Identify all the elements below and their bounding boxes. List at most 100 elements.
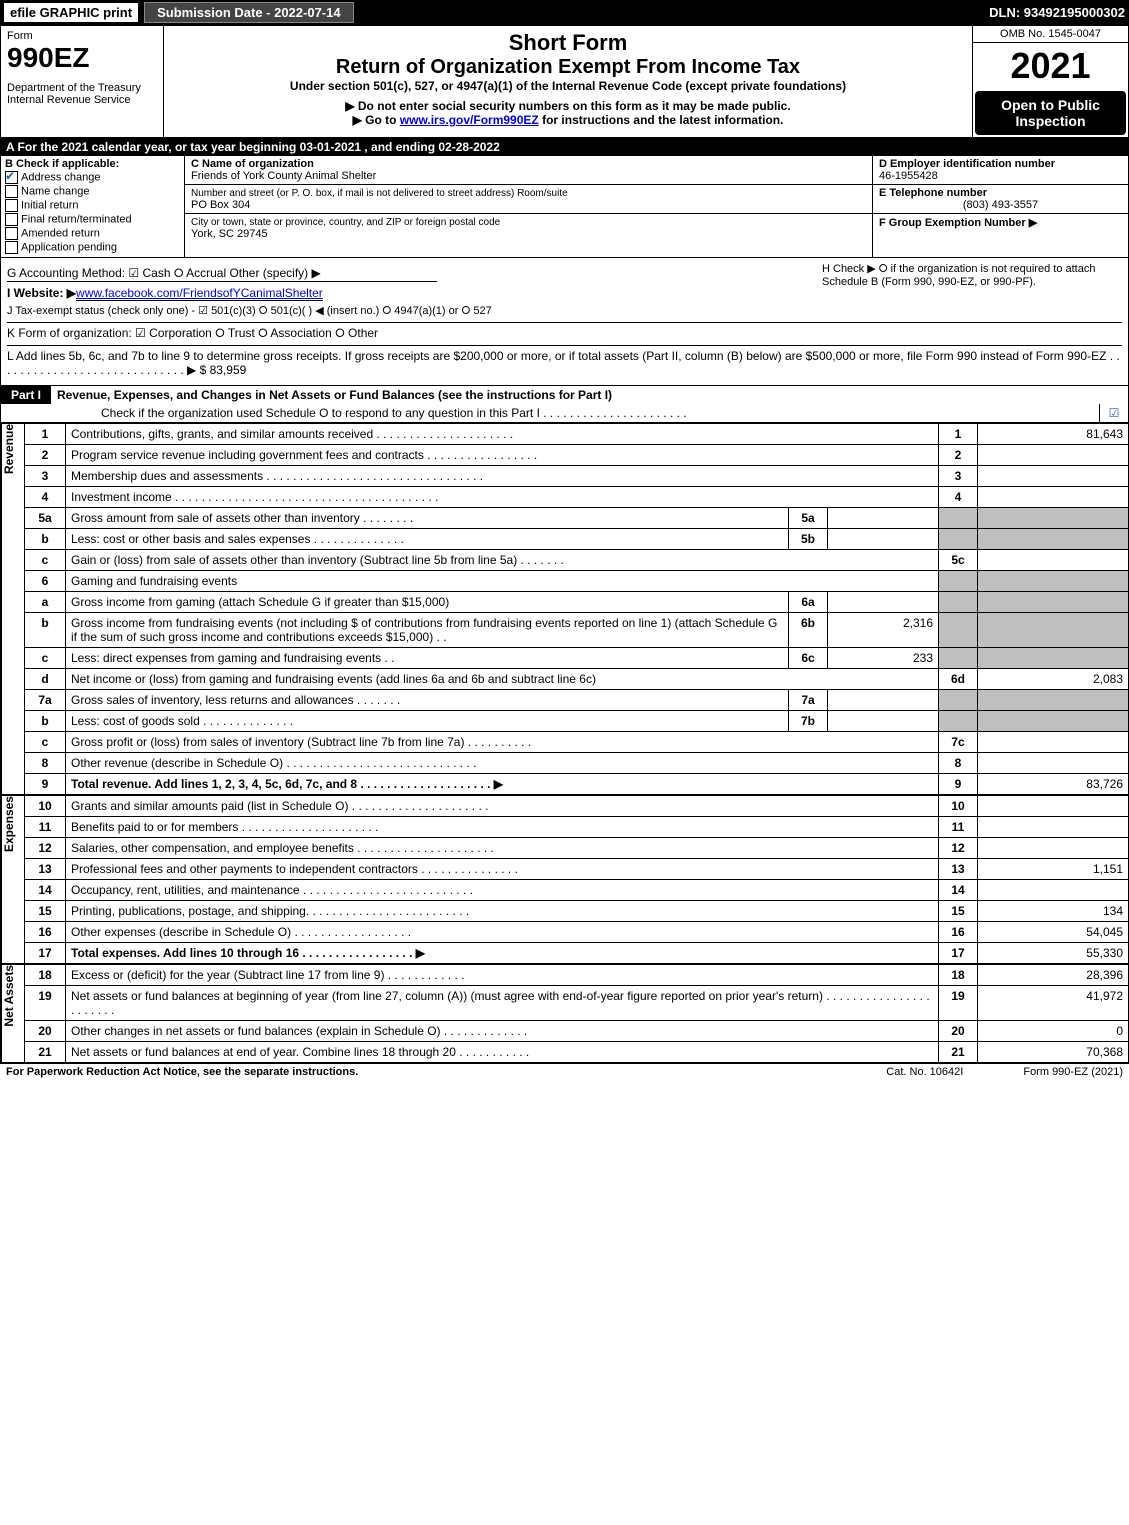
- i-label: I Website: ▶: [7, 286, 76, 300]
- footer-left: For Paperwork Reduction Act Notice, see …: [6, 1066, 358, 1078]
- line-7c-val: [978, 732, 1129, 753]
- e-tel-label: E Telephone number: [879, 187, 987, 199]
- line-8-val: [978, 753, 1129, 774]
- part-1-title: Revenue, Expenses, and Changes in Net As…: [51, 386, 1128, 404]
- line-20-text: Other changes in net assets or fund bala…: [66, 1021, 939, 1042]
- expenses-vert-label: Expenses: [1, 795, 24, 964]
- line-12-val: [978, 838, 1129, 859]
- chk-application-pending[interactable]: Application pending: [5, 241, 180, 254]
- revenue-table: 1Contributions, gifts, grants, and simil…: [24, 423, 1129, 795]
- line-18-text: Excess or (deficit) for the year (Subtra…: [66, 965, 939, 986]
- org-name: Friends of York County Animal Shelter: [191, 170, 376, 182]
- line-6d-text: Net income or (loss) from gaming and fun…: [66, 669, 939, 690]
- line-4-text: Investment income . . . . . . . . . . . …: [66, 487, 939, 508]
- line-7b-val: [828, 711, 939, 732]
- d-ein-cell: D Employer identification number 46-1955…: [873, 156, 1128, 185]
- line-h: H Check ▶ ⭘ if the organization is not r…: [822, 262, 1122, 288]
- line-15-val: 134: [978, 901, 1129, 922]
- chk-name-change[interactable]: Name change: [5, 185, 180, 198]
- org-address: PO Box 304: [191, 199, 250, 211]
- footer-mid: Cat. No. 10642I: [886, 1066, 963, 1078]
- line-16-text: Other expenses (describe in Schedule O) …: [66, 922, 939, 943]
- instr2-pre: ▶ Go to: [353, 113, 400, 127]
- line-17-val: 55,330: [978, 943, 1129, 964]
- part-1-sub: Check if the organization used Schedule …: [1, 404, 1099, 422]
- f-grp-cell: F Group Exemption Number ▶: [873, 214, 1128, 231]
- line-6a-text: Gross income from gaming (attach Schedul…: [66, 592, 789, 613]
- org-city: York, SC 29745: [191, 228, 268, 240]
- netassets-vert-label: Net Assets: [1, 964, 24, 1063]
- footer-right: Form 990-EZ (2021): [1023, 1066, 1123, 1078]
- line-3-val: [978, 466, 1129, 487]
- submission-date: Submission Date - 2022-07-14: [144, 2, 354, 23]
- expenses-section: Expenses 10Grants and similar amounts pa…: [0, 795, 1129, 964]
- line-i: I Website: ▶www.facebook.com/FriendsofYC…: [7, 286, 1122, 300]
- part-1-header: Part I Revenue, Expenses, and Changes in…: [0, 386, 1129, 423]
- line-7c-text: Gross profit or (loss) from sales of inv…: [66, 732, 939, 753]
- header-left: Form 990EZ Department of the Treasury In…: [1, 26, 164, 137]
- form-word: Form: [7, 30, 157, 42]
- website-link[interactable]: www.facebook.com/FriendsofYCanimalShelte…: [76, 286, 323, 301]
- line-5a-val: [828, 508, 939, 529]
- line-20-val: 0: [978, 1021, 1129, 1042]
- line-14-text: Occupancy, rent, utilities, and maintena…: [66, 880, 939, 901]
- short-form-title: Short Form: [174, 30, 962, 56]
- line-19-text: Net assets or fund balances at beginning…: [66, 986, 939, 1021]
- form-header: Form 990EZ Department of the Treasury In…: [0, 25, 1129, 138]
- line-5c-val: [978, 550, 1129, 571]
- line-9-text: Total revenue. Add lines 1, 2, 3, 4, 5c,…: [66, 774, 939, 795]
- expenses-table: 10Grants and similar amounts paid (list …: [24, 795, 1129, 964]
- line-6c-text: Less: direct expenses from gaming and fu…: [66, 648, 789, 669]
- revenue-section: Revenue 1Contributions, gifts, grants, a…: [0, 423, 1129, 795]
- efile-label[interactable]: efile GRAPHIC print: [4, 3, 138, 22]
- dln-label: DLN: 93492195000302: [989, 5, 1125, 20]
- tax-year: 2021: [973, 43, 1128, 89]
- line-11-text: Benefits paid to or for members . . . . …: [66, 817, 939, 838]
- ein-value: 46-1955428: [879, 170, 938, 182]
- header-right: OMB No. 1545-0047 2021 Open to Public In…: [972, 26, 1128, 137]
- open-to-public: Open to Public Inspection: [975, 91, 1126, 135]
- line-5c-text: Gain or (loss) from sale of assets other…: [66, 550, 939, 571]
- line-4-val: [978, 487, 1129, 508]
- chk-amended-return[interactable]: Amended return: [5, 227, 180, 240]
- irs-link[interactable]: www.irs.gov/Form990EZ: [400, 113, 539, 127]
- chk-final-return[interactable]: Final return/terminated: [5, 213, 180, 226]
- netassets-table: 18Excess or (deficit) for the year (Subt…: [24, 964, 1129, 1063]
- line-18-val: 28,396: [978, 965, 1129, 986]
- line-10-val: [978, 796, 1129, 817]
- subtitle: Under section 501(c), 527, or 4947(a)(1)…: [174, 79, 962, 93]
- line-6c-val: 233: [828, 648, 939, 669]
- line-15-text: Printing, publications, postage, and shi…: [66, 901, 939, 922]
- line-6b-text: Gross income from fundraising events (no…: [66, 613, 789, 648]
- tel-value: (803) 493-3557: [879, 199, 1122, 211]
- c-addr-label: Number and street (or P. O. box, if mail…: [191, 188, 568, 199]
- header-center: Short Form Return of Organization Exempt…: [164, 26, 972, 137]
- line-12-text: Salaries, other compensation, and employ…: [66, 838, 939, 859]
- line-2-val: [978, 445, 1129, 466]
- c-city-label: City or town, state or province, country…: [191, 217, 500, 228]
- chk-initial-return[interactable]: Initial return: [5, 199, 180, 212]
- chk-address-change[interactable]: Address change: [5, 171, 180, 184]
- line-6-text: Gaming and fundraising events: [66, 571, 939, 592]
- line-5b-val: [828, 529, 939, 550]
- omb-number: OMB No. 1545-0047: [973, 26, 1128, 43]
- main-title: Return of Organization Exempt From Incom…: [174, 56, 962, 79]
- c-name-label: C Name of organization: [191, 158, 314, 170]
- column-d: D Employer identification number 46-1955…: [872, 156, 1128, 257]
- line-21-val: 70,368: [978, 1042, 1129, 1063]
- line-g: G Accounting Method: ☑ Cash ⭘ Accrual Ot…: [7, 266, 437, 282]
- instruction-2: ▶ Go to www.irs.gov/Form990EZ for instru…: [174, 113, 962, 127]
- line-10-text: Grants and similar amounts paid (list in…: [66, 796, 939, 817]
- part-1-checkbox[interactable]: ☑: [1099, 404, 1128, 422]
- d-ein-label: D Employer identification number: [879, 158, 1055, 170]
- line-14-val: [978, 880, 1129, 901]
- section-g-h-i-j-k-l: H Check ▶ ⭘ if the organization is not r…: [0, 258, 1129, 386]
- line-6b-val: 2,316: [828, 613, 939, 648]
- line-l: L Add lines 5b, 6c, and 7b to line 9 to …: [7, 345, 1122, 377]
- line-2-text: Program service revenue including govern…: [66, 445, 939, 466]
- c-name-cell: C Name of organization Friends of York C…: [185, 156, 872, 185]
- instruction-1: ▶ Do not enter social security numbers o…: [174, 99, 962, 113]
- line-a: A For the 2021 calendar year, or tax yea…: [0, 138, 1129, 156]
- form-number: 990EZ: [7, 42, 157, 74]
- line-j: J Tax-exempt status (check only one) - ☑…: [7, 304, 1122, 318]
